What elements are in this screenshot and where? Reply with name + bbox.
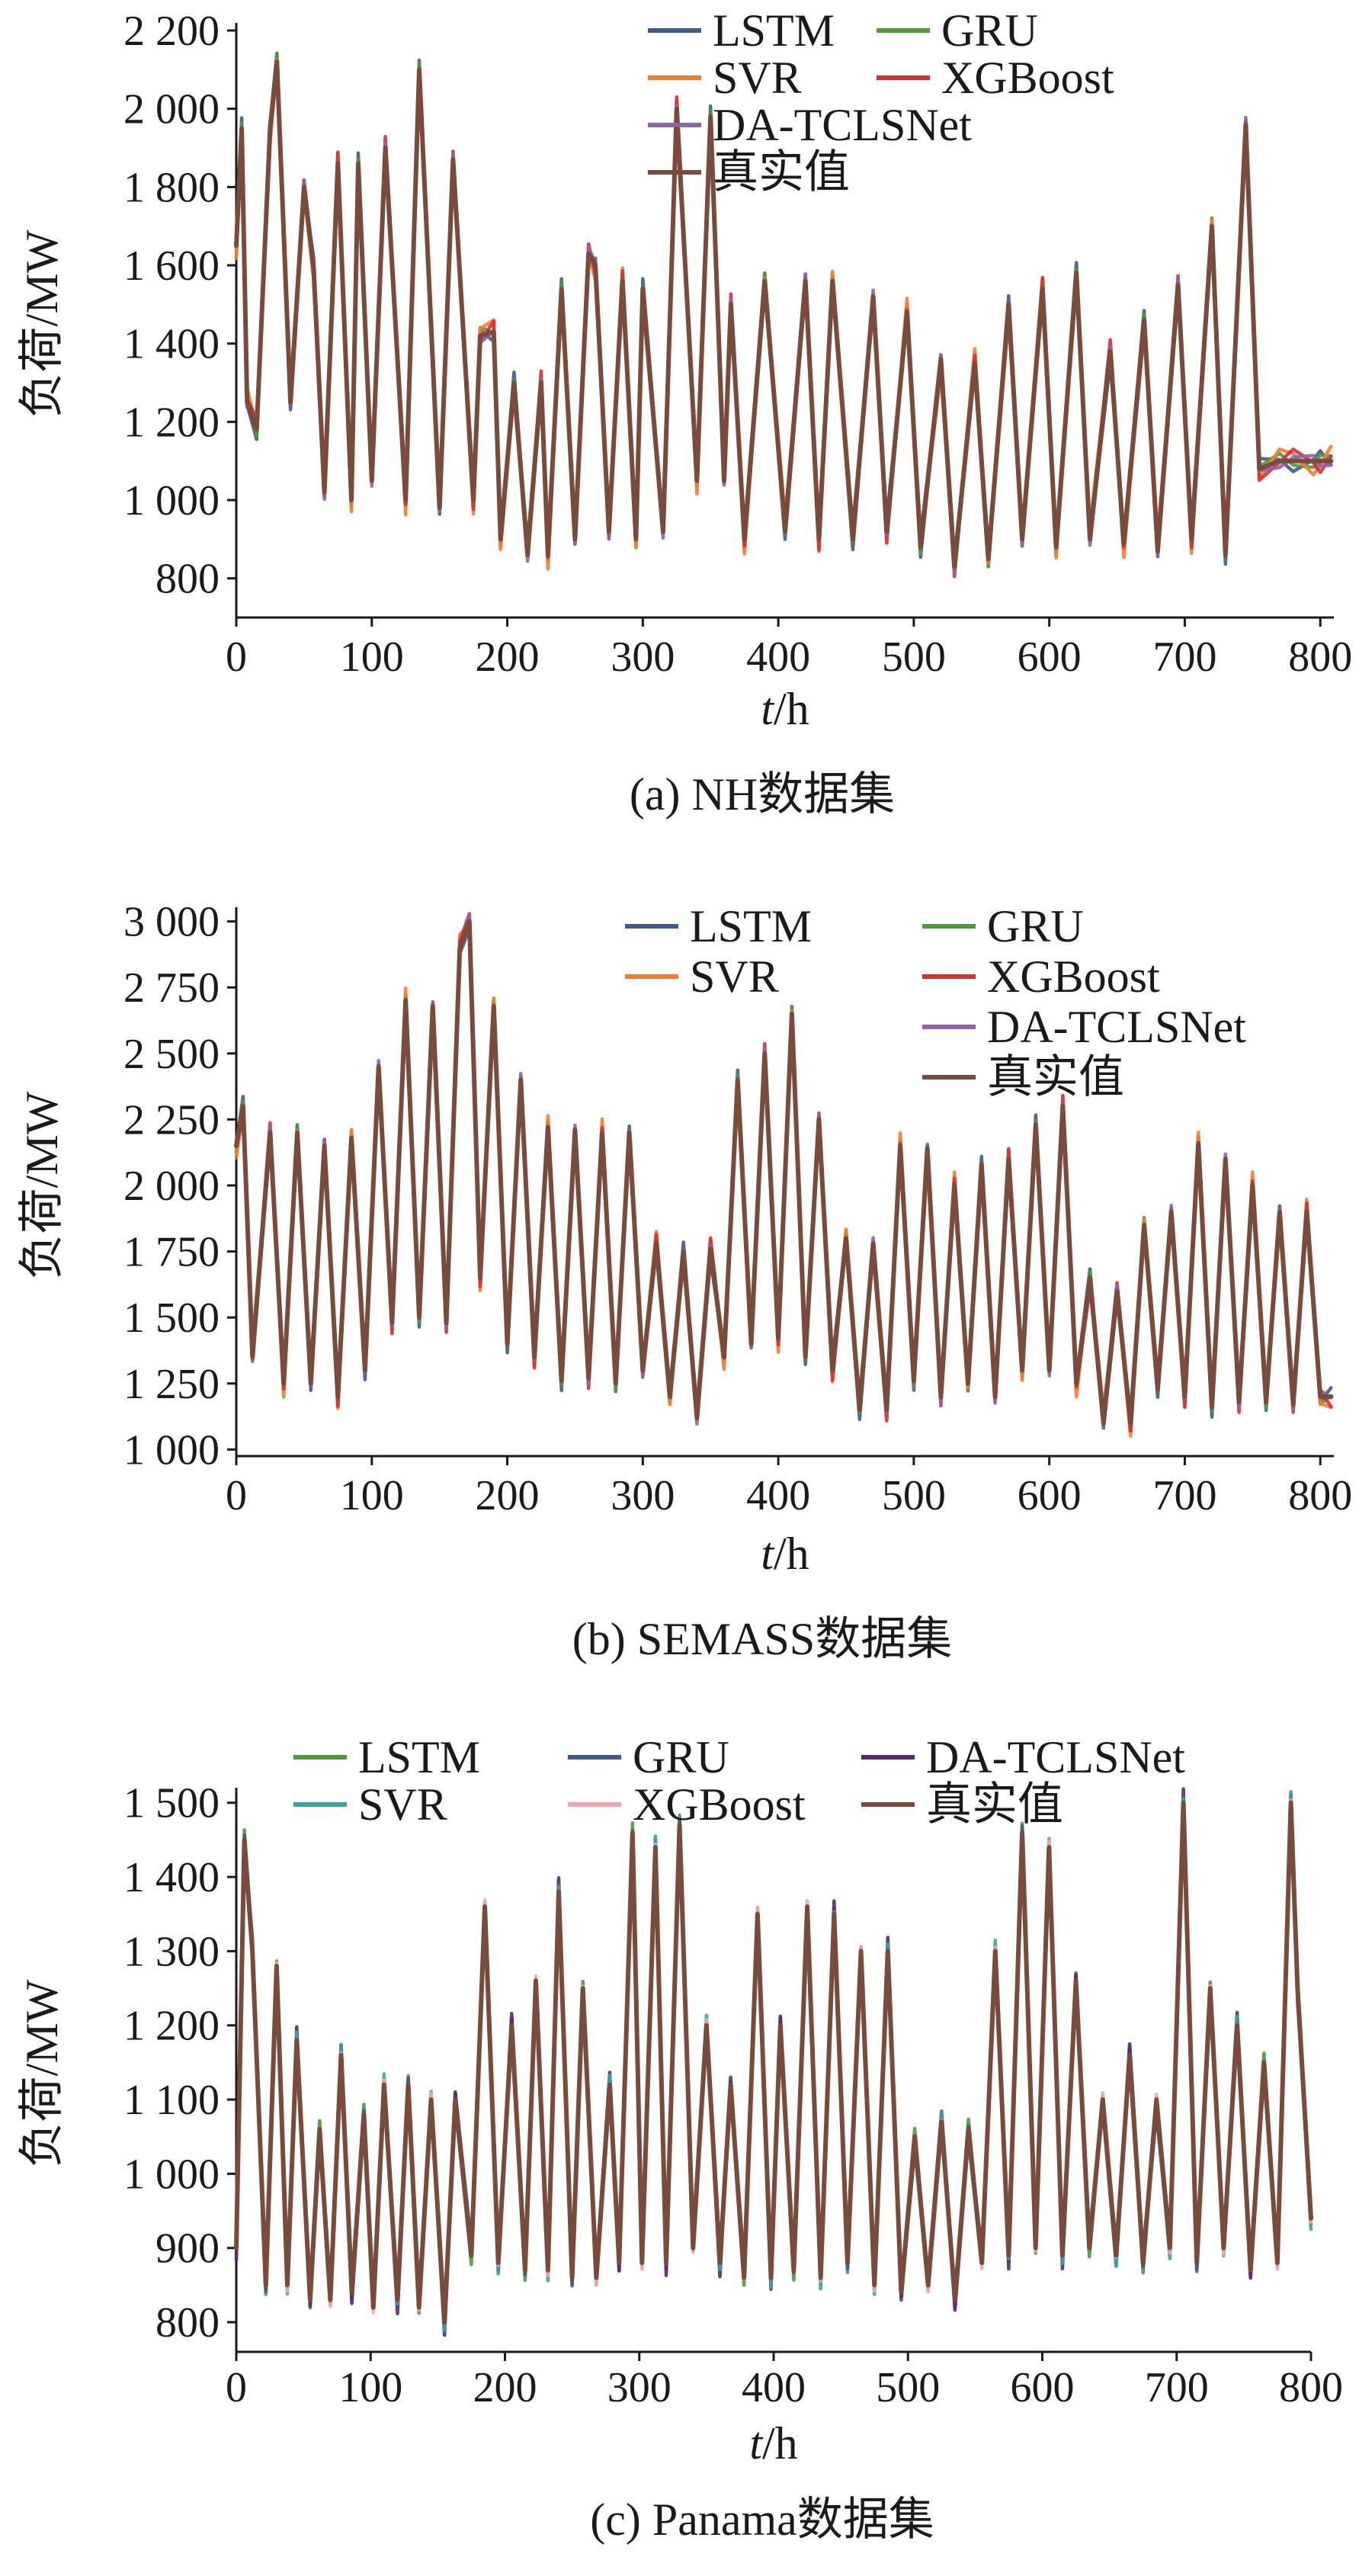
y-tick-label: 1 000 (123, 1426, 220, 1474)
x-tick-label: 300 (611, 634, 675, 681)
legend-label: SVR (713, 53, 802, 103)
chart-panama: 800 900 1 000 1 100 1 200 1 300 1 400 1 500 0 100… (17, 1732, 1343, 2545)
y-tick-label: 1 500 (123, 1780, 220, 1827)
x-tick-label: 700 (1152, 634, 1216, 681)
x-tick-label: 300 (607, 2364, 671, 2411)
x-tick-label: 800 (1288, 1472, 1352, 1519)
y-tick-label: 1 750 (123, 1229, 220, 1276)
legend-label: XGBoost (987, 951, 1160, 1002)
x-tick-label: 0 (226, 1472, 247, 1519)
legend-label: LSTM (690, 901, 812, 951)
x-tick-label: 700 (1145, 2364, 1209, 2411)
y-tick-label: 3 000 (123, 899, 220, 946)
legend-label: LSTM (358, 1732, 480, 1782)
figure-caption: (c) Panama数据集 (590, 2494, 934, 2545)
legend-label: SVR (690, 951, 779, 1002)
y-tick-label: 1 000 (123, 477, 220, 525)
x-tick-label: 800 (1288, 634, 1352, 681)
legend-label: 真实值 (713, 147, 850, 197)
legend-label: GRU (987, 901, 1084, 951)
x-tick-label: 600 (1018, 634, 1082, 681)
legend-label: XGBoost (941, 53, 1114, 103)
x-tick-label: 100 (340, 634, 404, 681)
legend-label: GRU (633, 1732, 729, 1782)
x-axis-label: t/h (761, 684, 809, 734)
legend-label: DA-TCLSNet (926, 1732, 1185, 1782)
y-tick-label: 2 500 (123, 1031, 220, 1078)
y-tick-label: 1 600 (123, 242, 220, 290)
x-tick-label: 400 (746, 634, 810, 681)
x-tick-label: 700 (1152, 1472, 1216, 1519)
y-tick-label: 2 000 (123, 1163, 220, 1210)
series-line-真实值 (234, 1800, 1313, 2325)
y-tick-label: 1 200 (123, 2003, 220, 2050)
x-tick-label: 300 (611, 1472, 675, 1519)
legend-label: 真实值 (987, 1052, 1124, 1102)
x-tick-label: 200 (476, 634, 540, 681)
x-tick-label: 600 (1011, 2364, 1075, 2411)
y-tick-label: 1 500 (123, 1294, 220, 1342)
series-line-真实值 (234, 59, 1334, 569)
x-tick-label: 200 (473, 2364, 537, 2411)
x-tick-label: 100 (340, 1472, 404, 1519)
x-tick-label: 500 (882, 1472, 946, 1519)
legend-label: SVR (358, 1779, 447, 1830)
x-tick-label: 400 (742, 2364, 806, 2411)
legend-label: 真实值 (926, 1779, 1063, 1830)
y-tick-label: 1 000 (123, 2151, 220, 2198)
y-tick-label: 1 400 (123, 1854, 220, 1901)
x-tick-label: 200 (476, 1472, 540, 1519)
x-axis-label: t/h (761, 1529, 809, 1579)
y-tick-label: 800 (155, 2299, 220, 2347)
series-line-真实值 (234, 919, 1334, 1426)
legend-label: GRU (941, 5, 1038, 56)
x-tick-label: 0 (226, 2364, 247, 2411)
y-axis-label: 负荷/MW (17, 1979, 67, 2167)
y-tick-label: 1 200 (123, 399, 220, 446)
y-tick-label: 900 (155, 2225, 220, 2273)
y-tick-label: 2 750 (123, 964, 220, 1012)
y-tick-label: 2 000 (123, 86, 220, 133)
figure-caption: (a) NH数据集 (630, 769, 895, 820)
y-tick-label: 1 100 (123, 2077, 220, 2124)
y-axis-label: 负荷/MW (17, 229, 67, 418)
x-axis-label: t/h (749, 2418, 797, 2469)
legend-label: DA-TCLSNet (713, 100, 972, 150)
y-tick-label: 2 250 (123, 1096, 220, 1144)
x-tick-label: 500 (876, 2364, 940, 2411)
y-tick-label: 1 400 (123, 321, 220, 368)
x-tick-label: 800 (1279, 2364, 1343, 2411)
y-tick-label: 1 800 (123, 164, 220, 211)
y-tick-label: 800 (155, 556, 220, 603)
legend-label: DA-TCLSNet (987, 1002, 1246, 1052)
chart-semass: 1 000 1 250 1 500 1 750 2 000 2 250 2 500 2 750… (17, 899, 1352, 1664)
x-tick-label: 400 (746, 1472, 810, 1519)
y-tick-label: 2 200 (123, 8, 220, 55)
y-axis-label: 负荷/MW (17, 1091, 67, 1279)
y-tick-label: 1 300 (123, 1928, 220, 1975)
legend-label: LSTM (713, 5, 835, 56)
x-tick-label: 500 (882, 634, 946, 681)
x-tick-label: 100 (338, 2364, 402, 2411)
x-tick-label: 0 (226, 634, 247, 681)
chart-nh: 800 1 000 1 200 1 400 1 600 1 800 2 000 2 200 0 1… (17, 5, 1352, 820)
figure-caption: (b) SEMASS数据集 (572, 1614, 952, 1664)
legend-label: XGBoost (633, 1779, 806, 1830)
x-tick-label: 600 (1018, 1472, 1082, 1519)
y-tick-label: 1 250 (123, 1361, 220, 1408)
